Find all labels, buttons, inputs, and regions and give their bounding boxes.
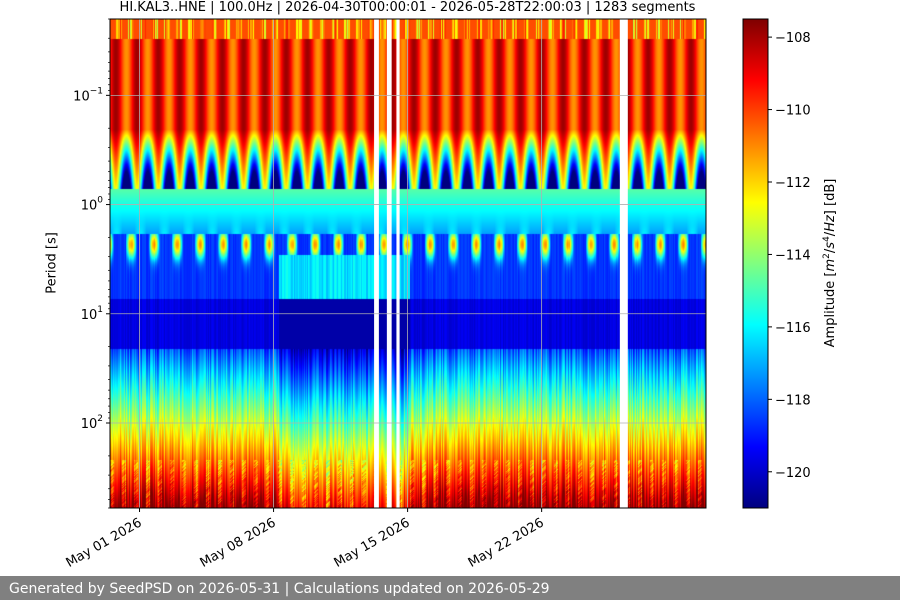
- data-gap: [619, 19, 628, 508]
- data-gap: [396, 19, 400, 508]
- colorbar-tick-label: −118: [775, 393, 811, 408]
- y-tick-label: 102: [81, 414, 103, 432]
- colorbar-tick-label: −110: [775, 104, 811, 119]
- data-gap: [374, 19, 379, 508]
- colorbar-tick-label: −120: [775, 466, 811, 481]
- chart-title: HI.KAL3..HNE | 100.0Hz | 2026-04-30T00:0…: [119, 0, 696, 15]
- colorbar-tick-label: −116: [775, 321, 811, 336]
- x-tick-label: May 22 2026: [466, 515, 547, 570]
- x-tick-label: May 01 2026: [64, 515, 145, 570]
- y-tick-label: 101: [81, 305, 103, 323]
- footer-bar: Generated by SeedPSD on 2026-05-31 | Cal…: [0, 576, 900, 600]
- colorbar-tick-label: −112: [775, 176, 811, 191]
- x-tick-label: May 08 2026: [198, 515, 279, 570]
- data-gap: [386, 19, 392, 508]
- x-tick-label: May 15 2026: [332, 515, 413, 570]
- colorbar-tick-label: −114: [775, 248, 811, 263]
- colorbar: [742, 18, 769, 509]
- y-tick-label: 100: [81, 196, 104, 214]
- colorbar-tick-label: −108: [775, 31, 811, 46]
- spectrogram-chart: May 01 2026 May 08 2026 May 15 2026 May 22 …: [64, 18, 811, 571]
- y-tick-label: 10−1: [73, 86, 103, 104]
